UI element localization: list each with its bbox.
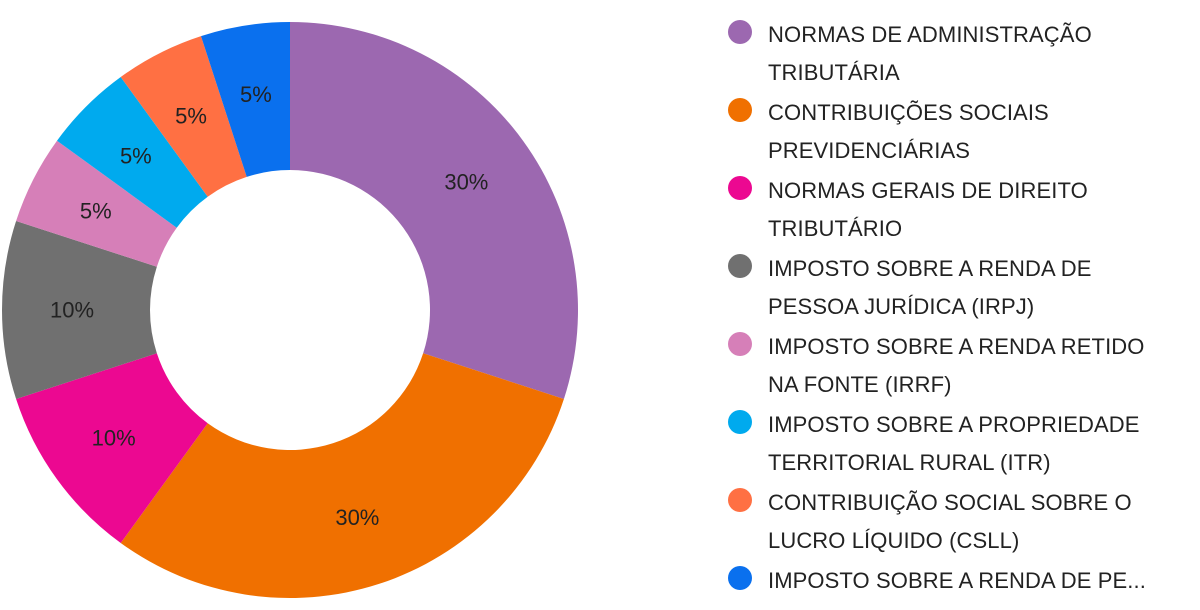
slice-value-label-6: 5% xyxy=(120,143,152,168)
legend-label: CONTRIBUIÇÕES SOCIAIS PREVIDENCIÁRIAS xyxy=(768,100,1049,163)
donut-slice-7 xyxy=(120,36,247,197)
legend-swatch-circle-icon xyxy=(728,176,752,200)
donut-slice-5 xyxy=(16,140,177,267)
legend-item-8: IMPOSTO SOBRE A RENDA DE PE... xyxy=(728,562,1193,610)
donut-slice-3 xyxy=(16,353,208,543)
legend-label: IMPOSTO SOBRE A RENDA DE PE... xyxy=(768,568,1146,593)
legend-swatch-circle-icon xyxy=(728,488,752,512)
legend-swatch-circle-icon xyxy=(728,566,752,590)
legend-label: NORMAS DE ADMINISTRAÇÃO TRIBUTÁRIA xyxy=(768,22,1092,85)
legend-label: CONTRIBUIÇÃO SOCIAL SOBRE O LUCRO LÍQUIDO… xyxy=(768,490,1132,553)
legend-swatch-circle-icon xyxy=(728,410,752,434)
legend-swatch-circle-icon xyxy=(728,254,752,278)
legend-item-4: IMPOSTO SOBRE A RENDA DE PESSOA JURÍDICA … xyxy=(728,250,1193,328)
donut-slice-4 xyxy=(1,221,157,399)
slice-value-label-1: 30% xyxy=(444,169,488,194)
legend-label: IMPOSTO SOBRE A PROPRIEDADE TERRITORIAL R… xyxy=(768,412,1140,475)
legend-label: IMPOSTO SOBRE A RENDA RETIDO NA FONTE (IR… xyxy=(768,334,1145,397)
slice-value-label-7: 5% xyxy=(175,103,207,128)
legend-label: IMPOSTO SOBRE A RENDA DE PESSOA JURÍDICA … xyxy=(768,256,1092,319)
slice-value-label-8: 5% xyxy=(240,82,272,107)
donut-slice-2 xyxy=(120,353,564,598)
donut-slice-8 xyxy=(201,22,290,177)
slice-value-label-4: 10% xyxy=(50,298,94,323)
legend-swatch-circle-icon xyxy=(728,98,752,122)
donut-slice-6 xyxy=(57,77,208,228)
legend-item-7: CONTRIBUIÇÃO SOCIAL SOBRE O LUCRO LÍQUIDO… xyxy=(728,484,1193,562)
legend-item-6: IMPOSTO SOBRE A PROPRIEDADE TERRITORIAL R… xyxy=(728,406,1193,484)
legend-item-2: CONTRIBUIÇÕES SOCIAIS PREVIDENCIÁRIAS xyxy=(728,94,1193,172)
legend-swatch-circle-icon xyxy=(728,332,752,356)
legend-label: NORMAS GERAIS DE DIREITO TRIBUTÁRIO xyxy=(768,178,1088,241)
slice-value-label-2: 30% xyxy=(335,505,379,530)
legend-item-1: NORMAS DE ADMINISTRAÇÃO TRIBUTÁRIA xyxy=(728,16,1193,94)
legend-swatch-circle-icon xyxy=(728,20,752,44)
slice-value-label-3: 10% xyxy=(92,426,136,451)
legend-item-5: IMPOSTO SOBRE A RENDA RETIDO NA FONTE (IR… xyxy=(728,328,1193,406)
chart-legend: NORMAS DE ADMINISTRAÇÃO TRIBUTÁRIA CONTRIB… xyxy=(728,16,1193,610)
slice-value-label-5: 5% xyxy=(80,199,112,224)
legend-item-3: NORMAS GERAIS DE DIREITO TRIBUTÁRIO xyxy=(728,172,1193,250)
donut-slice-1 xyxy=(290,22,578,399)
donut-svg: 30% 30% 10% 10% 5% 5% 5% 5% xyxy=(1,22,578,598)
